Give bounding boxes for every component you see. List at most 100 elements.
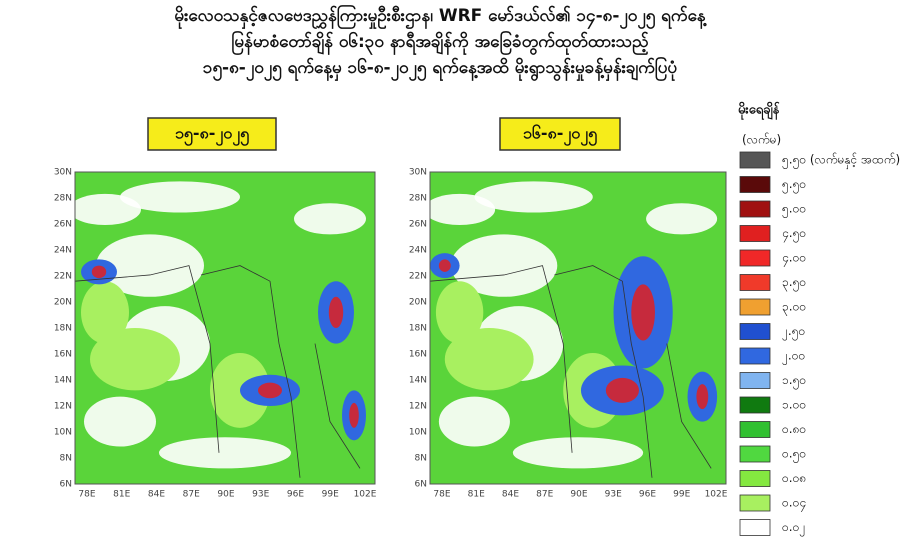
lon-label: 84E [502, 490, 519, 500]
very-heavy-rain [91, 265, 107, 279]
lat-label: 10N [409, 428, 427, 438]
dry-area [159, 437, 291, 469]
legend-swatch [739, 298, 771, 316]
rainfall-field [430, 172, 726, 484]
legend-label: ၅.၅၀ (လက်မနှင့် အထက်) [782, 152, 900, 170]
legend-label: ၂.၅၀ [782, 324, 805, 341]
coastline [430, 265, 712, 478]
lon-label: 78E [78, 490, 95, 500]
legend-swatch [739, 151, 771, 169]
lon-label: 87E [183, 490, 200, 500]
legend-label: ၀.၀၂ [782, 520, 805, 537]
lat-label: 6N [415, 480, 427, 490]
very-heavy-rain [328, 296, 344, 328]
dry-area [96, 234, 204, 297]
light-rain [435, 281, 484, 344]
lat-label: 18N [409, 324, 427, 334]
legend-label: ၀.၀၄ [782, 496, 806, 513]
lat-label: 16N [54, 350, 72, 360]
legend-swatch [739, 519, 771, 536]
very-heavy-rain [696, 384, 709, 410]
very-heavy-rain [631, 284, 655, 341]
lat-label: 12N [54, 402, 72, 412]
lat-label: 22N [409, 272, 427, 282]
legend-label: ၃.၀၀ [782, 300, 806, 317]
dry-area [474, 181, 593, 213]
lon-label: 78E [433, 490, 450, 500]
very-heavy-rain [258, 382, 282, 399]
legend-swatch [739, 421, 771, 438]
lat-label: 18N [54, 324, 72, 334]
legend-label: ၅.၀၀ [782, 202, 806, 219]
legend-label: ၁.၅၀ [782, 373, 806, 390]
lon-label: 90E [570, 490, 587, 500]
lon-label: 102E [705, 490, 728, 500]
lat-label: 10N [54, 428, 72, 438]
legend-title: မိုးရေချိန် [738, 101, 781, 121]
date-box [147, 117, 277, 151]
lat-label: 28N [409, 194, 427, 204]
lon-label: 81E [113, 490, 130, 500]
title-line: မိုးလေဝသနှင့်ဇလဗေဒညွှန်ကြားမှုဦးစီးဌာန၊ … [174, 3, 707, 30]
legend-swatch [739, 200, 771, 218]
lon-label: 99E [322, 490, 339, 500]
lat-label: 24N [409, 246, 427, 256]
lat-label: 6N [60, 480, 72, 490]
legend-swatch [739, 249, 771, 267]
lat-label: 8N [415, 454, 427, 464]
very-heavy-rain [605, 377, 639, 403]
very-heavy-rain [438, 259, 451, 272]
rainfall-field [75, 172, 375, 484]
legend-unit: (လက်မ) [742, 132, 781, 147]
legend-label: ၄.၀၀ [782, 251, 806, 268]
map-frame [74, 171, 376, 485]
light-rain [81, 281, 129, 344]
date-label: ၁၆-၈-၂၀၂၅ [523, 124, 597, 147]
light-rain [444, 328, 534, 391]
legend-label: ၃.၅၀ [782, 275, 806, 292]
legend-swatch [739, 372, 771, 389]
lat-label: 30N [409, 168, 427, 178]
dry-area [512, 437, 644, 469]
dry-area [450, 234, 558, 297]
lat-label: 30N [54, 168, 72, 178]
lon-label: 87E [536, 490, 553, 500]
lon-label: 93E [252, 490, 269, 500]
dry-area [294, 203, 366, 235]
lat-label: 24N [54, 246, 72, 256]
legend-swatch [739, 445, 771, 463]
lon-label: 90E [217, 490, 234, 500]
dry-area [646, 203, 718, 235]
legend: ၅.၅၀ (လက်မနှင့် အထက်) ၅.၅၀၅.၀၀၄.၅၀၄.၀၀၃.၅… [739, 151, 900, 537]
legend-label: ၀.၀၈ [782, 471, 806, 485]
lon-label: 99E [673, 490, 690, 500]
legend-swatch [739, 274, 771, 291]
lat-label: 22N [54, 272, 72, 282]
lat-label: 16N [409, 350, 427, 360]
legend-swatch [739, 470, 771, 487]
lat-label: 28N [54, 194, 72, 204]
lon-label: 102E [354, 490, 377, 500]
date-box [499, 117, 621, 151]
legend-label: ၀.၅၀ [782, 447, 806, 464]
title-line: မြန်မာစံတော်ချိန် ၀၆:၃၀ နာရီအချိန်ကို အခ… [231, 29, 649, 56]
legend-label: ၂.၀၀ [782, 349, 805, 366]
lat-label: 26N [409, 220, 427, 230]
coastline [75, 265, 361, 478]
lat-label: 12N [409, 402, 427, 412]
lat-label: 20N [409, 298, 427, 308]
title-line: ၁၅-၈-၂၀၂၅ ရက်နေ့မှ ၁၆-၈-၂၀၂၅ ရက်နေ့အထိ မ… [203, 55, 677, 82]
legend-swatch [739, 225, 771, 242]
legend-label: ၄.၅၀ [782, 226, 806, 243]
legend-label: ၁.၀၀ [782, 398, 806, 412]
lon-label: 93E [605, 490, 622, 500]
lon-label: 96E [287, 490, 304, 500]
map-frame [429, 171, 727, 485]
lat-label: 8N [60, 454, 72, 464]
legend-swatch [739, 494, 771, 512]
lon-label: 96E [639, 490, 656, 500]
very-heavy-rain [349, 402, 359, 428]
legend-swatch [739, 323, 771, 340]
